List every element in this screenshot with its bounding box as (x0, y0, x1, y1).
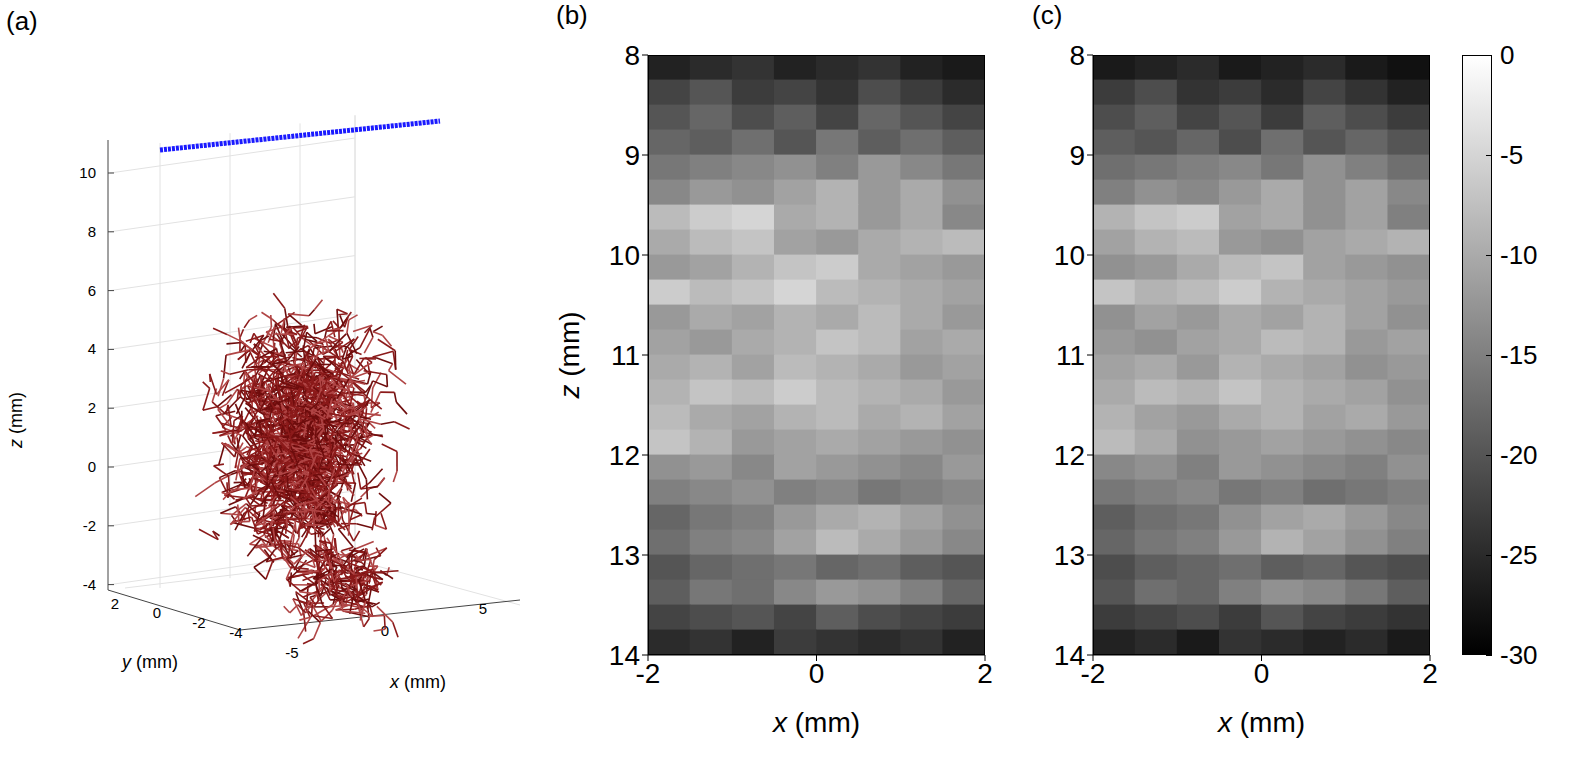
html-text:0: 0 (1500, 40, 1515, 70)
svg-text:14: 14 (1054, 640, 1085, 671)
svg-text:z (mm): z (mm) (6, 392, 26, 449)
svg-text:10: 10 (79, 164, 96, 181)
svg-text:-2: -2 (1080, 657, 1106, 689)
svg-text:(a): (a) (6, 6, 38, 36)
html-text:x (mm): x (mm) (773, 707, 860, 738)
svg-text:y (mm): y (mm) (120, 652, 178, 672)
html-text:z: z (554, 384, 585, 399)
svg-text:-5: -5 (285, 644, 298, 661)
svg-text:-4: -4 (229, 624, 242, 641)
svg-text:8: 8 (624, 40, 640, 71)
svg-text:2: 2 (1422, 658, 1438, 689)
svg-text:14: 14 (609, 640, 640, 671)
svg-text:-4: -4 (83, 576, 96, 593)
svg-text:2: 2 (111, 595, 119, 612)
svg-text:2: 2 (977, 658, 993, 689)
svg-text:10: 10 (609, 240, 640, 271)
svg-text:0: 0 (153, 604, 161, 621)
svg-text:12: 12 (1054, 440, 1085, 471)
html-text:-5: -5 (1500, 140, 1524, 170)
svg-text:0: 0 (809, 658, 825, 689)
html-text:(c): (c) (1032, 0, 1063, 30)
svg-text:9: 9 (624, 140, 640, 171)
svg-text:13: 13 (609, 540, 640, 571)
svg-text:-2: -2 (192, 614, 205, 631)
svg-text:2: 2 (88, 399, 96, 416)
html-text:-20: -20 (1500, 440, 1538, 470)
html-text:-30: -30 (1500, 640, 1538, 670)
svg-text:8: 8 (1069, 40, 1085, 71)
html-text:(b): (b) (556, 0, 588, 30)
svg-text:-2: -2 (83, 517, 96, 534)
svg-text:-2: -2 (635, 657, 661, 689)
svg-text:10: 10 (1054, 240, 1085, 271)
html-text:-10: -10 (1500, 240, 1538, 270)
html-text:(mm): (mm) (554, 311, 585, 385)
svg-text:13: 13 (1054, 540, 1085, 571)
svg-text:0: 0 (88, 458, 96, 475)
svg-text:5: 5 (479, 600, 487, 617)
svg-text:4: 4 (88, 340, 96, 357)
svg-text:0: 0 (1254, 658, 1270, 689)
svg-text:9: 9 (1069, 140, 1085, 171)
svg-text:11: 11 (1056, 340, 1085, 371)
html-text:-25: -25 (1500, 540, 1538, 570)
svg-text:11: 11 (611, 340, 640, 371)
html-text:x (mm): x (mm) (1218, 707, 1305, 738)
svg-text:12: 12 (609, 440, 640, 471)
svg-text:8: 8 (88, 223, 96, 240)
svg-text:6: 6 (88, 282, 96, 299)
svg-text:0: 0 (380, 622, 390, 639)
html-text:-15: -15 (1500, 340, 1538, 370)
svg-text:x (mm): x (mm) (389, 672, 446, 692)
